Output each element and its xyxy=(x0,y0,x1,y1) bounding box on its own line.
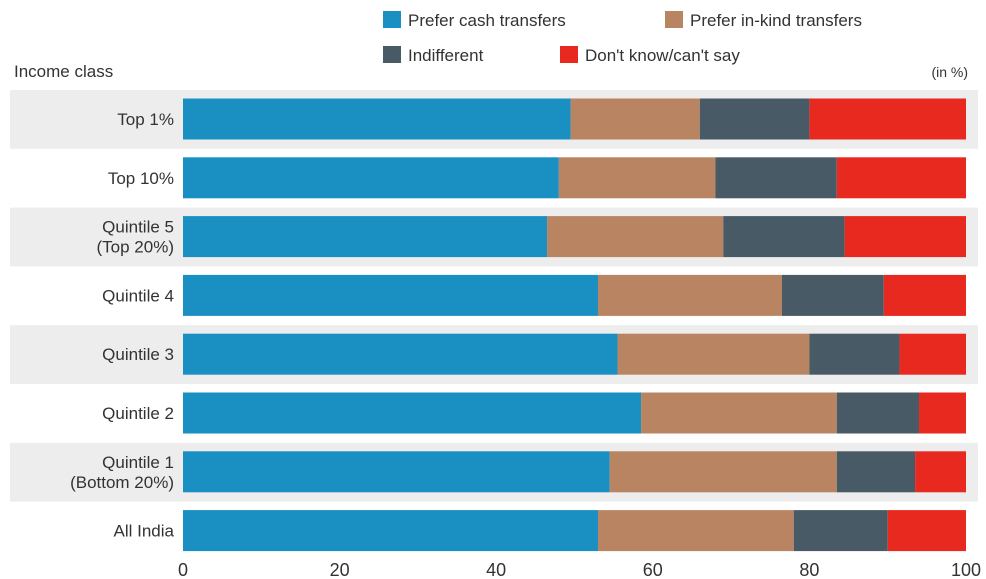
bar-segment xyxy=(836,451,916,493)
category-label: Quintile 5 xyxy=(102,218,174,237)
category-label: Quintile 2 xyxy=(102,404,174,423)
category-label: Top 10% xyxy=(108,169,174,188)
legend: Prefer cash transfers Prefer in-kind tran… xyxy=(383,11,862,65)
bar-segment xyxy=(809,333,900,375)
category-label: All India xyxy=(114,522,175,541)
category-label: Quintile 4 xyxy=(102,286,174,305)
bar-segment xyxy=(809,98,966,140)
bar-segment xyxy=(793,510,888,552)
x-tick-label: 40 xyxy=(486,560,506,579)
bar-segment xyxy=(183,451,610,493)
bar-segment xyxy=(183,157,559,199)
legend-swatch xyxy=(383,11,401,28)
legend-swatch xyxy=(383,46,401,63)
bar-segment xyxy=(547,216,724,258)
x-tick-label: 80 xyxy=(799,560,819,579)
bar-segment xyxy=(836,392,920,434)
category-labels: Top 1% Top 10% Quintile 5(Top 20%) Quintile… xyxy=(70,110,174,541)
bar-segment xyxy=(781,274,884,316)
x-tick-label: 100 xyxy=(951,560,981,579)
bar-segment xyxy=(597,274,782,316)
bars xyxy=(183,98,966,552)
bar-segment xyxy=(723,216,845,258)
category-label: Quintile 3 xyxy=(102,345,174,364)
bar-segment xyxy=(183,510,598,552)
x-tick-label: 0 xyxy=(178,560,188,579)
bar-segment xyxy=(558,157,716,199)
legend-label: Don't know/can't say xyxy=(585,46,740,65)
bar-segment xyxy=(570,98,700,140)
unit-note: (in %) xyxy=(931,64,968,80)
bar-segment xyxy=(836,157,966,199)
bar-segment xyxy=(183,216,548,258)
category-label: (Top 20%) xyxy=(97,238,174,257)
bar-segment xyxy=(887,510,966,552)
legend-swatch xyxy=(560,46,578,63)
legend-swatch xyxy=(665,11,683,28)
bar-segment xyxy=(883,274,966,316)
x-tick-labels: 0 20 40 60 80 100 xyxy=(178,560,981,579)
bar-segment xyxy=(183,274,598,316)
bar-segment xyxy=(899,333,966,375)
legend-label: Indifferent xyxy=(408,46,484,65)
category-label: Top 1% xyxy=(117,110,174,129)
bar-segment xyxy=(597,510,794,552)
bar-segment xyxy=(641,392,837,434)
x-tick-label: 60 xyxy=(643,560,663,579)
bar-segment xyxy=(715,157,837,199)
category-label: Quintile 1 xyxy=(102,453,174,472)
bar-segment xyxy=(183,98,571,140)
bar-segment xyxy=(183,392,642,434)
bar-segment xyxy=(617,333,810,375)
category-label: (Bottom 20%) xyxy=(70,473,174,492)
bar-segment xyxy=(844,216,966,258)
bar-segment xyxy=(919,392,966,434)
bar-segment xyxy=(915,451,966,493)
legend-label: Prefer in-kind transfers xyxy=(690,11,862,30)
x-tick-label: 20 xyxy=(330,560,350,579)
y-axis-title: Income class xyxy=(14,62,113,81)
legend-label: Prefer cash transfers xyxy=(408,11,566,30)
bar-segment xyxy=(609,451,837,493)
bar-segment xyxy=(699,98,810,140)
bar-segment xyxy=(183,333,618,375)
